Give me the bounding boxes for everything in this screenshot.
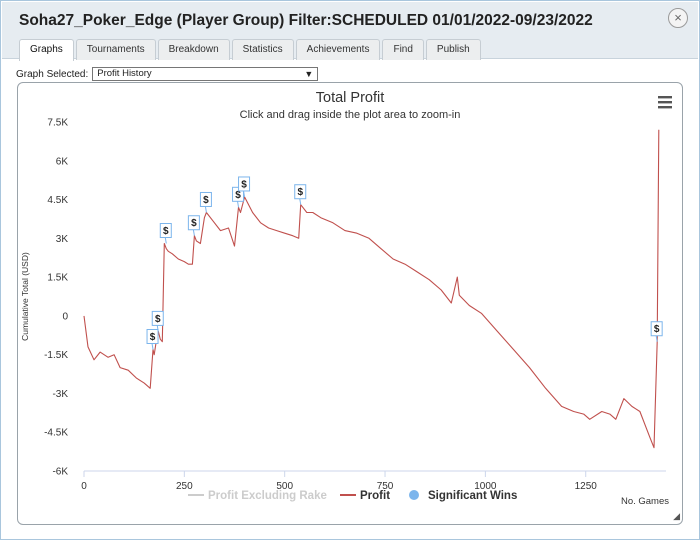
x-tick-label: 0 [81, 481, 87, 492]
resize-grip-icon[interactable]: ◢ [673, 511, 680, 521]
significant-win-label: $ [155, 314, 161, 325]
legend-marker-significant-wins[interactable] [409, 490, 419, 500]
graph-select-row: Graph Selected: Profit History ▼ [16, 67, 319, 81]
significant-win-label: $ [163, 226, 169, 237]
tab-bar: Graphs Tournaments Breakdown Statistics … [19, 39, 481, 61]
significant-win-label: $ [203, 195, 209, 206]
y-tick-label: 3K [56, 234, 69, 245]
tab-publish[interactable]: Publish [425, 39, 481, 60]
x-tick-label: 750 [377, 481, 394, 492]
significant-wins: $$$$$ $$$$ [146, 176, 663, 350]
y-tick-label: -6K [52, 467, 68, 478]
legend-item-label[interactable]: Profit Excluding Rake [208, 490, 327, 502]
y-tick-label: 4.5K [47, 195, 68, 206]
tab-statistics[interactable]: Statistics [231, 39, 294, 60]
legend-item-label[interactable]: Significant Wins [428, 490, 517, 502]
significant-win-flag[interactable] [199, 191, 212, 207]
y-tick-label: 7.5K [47, 118, 68, 129]
graph-select-dropdown[interactable]: Profit History ▼ [92, 67, 319, 81]
significant-win-label: $ [191, 218, 197, 229]
y-axis-title: Cumulative Total (USD) [20, 252, 30, 341]
significant-win-connector [156, 325, 159, 332]
significant-win-flag[interactable] [294, 184, 307, 200]
x-axis-title: No. Games [621, 496, 669, 507]
profit-series [83, 129, 660, 449]
chart-panel: Total Profit Click and drag inside the p… [17, 82, 683, 525]
significant-win-flag[interactable] [238, 176, 251, 192]
significant-win-label: $ [150, 332, 156, 343]
y-tick-label: 6K [56, 156, 69, 167]
significant-win-label: $ [235, 190, 241, 201]
menu-icon[interactable] [658, 96, 672, 109]
significant-win-connector [204, 206, 207, 213]
x-tick-label: 1000 [474, 481, 497, 492]
tab-graphs[interactable]: Graphs [19, 39, 74, 61]
significant-win-label: $ [297, 187, 303, 198]
significant-win-flag[interactable] [650, 321, 663, 337]
y-tick-label: 1.5K [47, 273, 68, 284]
x-tick-label: 1250 [575, 481, 598, 492]
chart-legend: Profit Excluding Rake Profit Significant W… [188, 490, 517, 502]
tab-find[interactable]: Find [382, 39, 424, 60]
x-axis: 0 250 500 750 1000 1250 [81, 470, 666, 492]
tab-tournaments[interactable]: Tournaments [75, 39, 156, 60]
significant-win-flag[interactable] [232, 186, 245, 202]
significant-win-connector [299, 198, 302, 205]
y-tick-label: -4.5K [44, 428, 68, 439]
significant-win-flag[interactable] [146, 328, 159, 344]
legend-item-label[interactable]: Profit [360, 490, 390, 502]
graph-select-label: Graph Selected: [16, 68, 89, 80]
tab-breakdown[interactable]: Breakdown [157, 39, 230, 60]
significant-win-flag[interactable] [159, 223, 172, 239]
significant-win-connector [192, 229, 195, 236]
significant-win-flag[interactable] [151, 310, 164, 326]
graph-select-value: Profit History [97, 68, 152, 79]
title-bar: Soha27_Poker_Edge (Player Group) Filter:… [2, 2, 698, 61]
close-button[interactable]: × [668, 8, 688, 28]
profit-chart[interactable]: Total Profit Click and drag inside the p… [18, 83, 682, 524]
significant-win-label: $ [654, 324, 660, 335]
chevron-down-icon: ▼ [304, 69, 314, 79]
significant-win-connector [151, 343, 154, 350]
y-axis: 7.5K 6K 4.5K 3K 1.5K 0 -1.5K -3K -4.5K -6K [44, 118, 68, 478]
significant-win-connector [655, 335, 658, 342]
y-tick-label: -1.5K [44, 350, 68, 361]
tab-achievements[interactable]: Achievements [295, 39, 381, 60]
chart-subtitle: Click and drag inside the plot area to z… [240, 109, 461, 121]
significant-win-connector [243, 190, 246, 198]
chart-title: Total Profit [316, 90, 385, 106]
y-tick-label: 0 [62, 311, 68, 322]
significant-win-connector [237, 201, 240, 208]
significant-win-label: $ [241, 179, 247, 190]
x-tick-label: 500 [276, 481, 293, 492]
window-title: Soha27_Poker_Edge (Player Group) Filter:… [19, 12, 593, 29]
significant-win-flag[interactable] [187, 215, 200, 231]
y-tick-label: -3K [52, 389, 68, 400]
profit-line [83, 129, 660, 449]
x-tick-label: 250 [176, 481, 193, 492]
significant-win-connector [164, 237, 167, 244]
